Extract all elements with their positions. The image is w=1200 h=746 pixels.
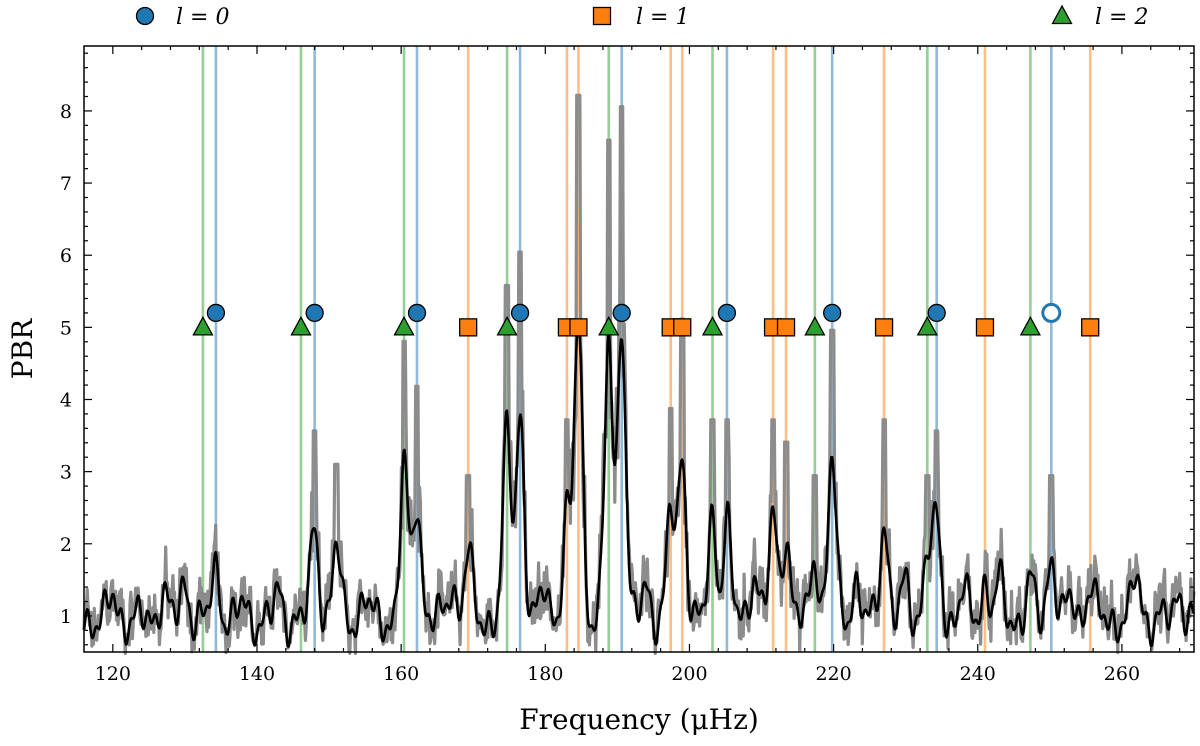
y-tick-label: 2 xyxy=(60,534,72,556)
axis-ticks xyxy=(84,46,1194,652)
x-tick-label: 120 xyxy=(95,663,131,685)
l0-mode-marker xyxy=(510,303,530,323)
l2-mode-marker xyxy=(598,315,620,336)
legend-l2-marker xyxy=(1051,4,1073,25)
y-tick-label: 8 xyxy=(60,101,72,123)
l1-mode-marker xyxy=(874,318,894,337)
x-tick-label: 200 xyxy=(671,663,707,685)
y-tick-label: 1 xyxy=(60,606,72,628)
x-axis-label: Frequency (μHz) xyxy=(519,703,759,736)
l1-mode-marker xyxy=(673,318,692,337)
l1-mode-marker xyxy=(569,318,588,337)
l2-mode-marker xyxy=(1019,315,1041,336)
smoothed-spectrum-line xyxy=(82,321,1196,648)
y-tick-label: 3 xyxy=(60,462,72,484)
l2-mode-marker xyxy=(290,315,312,336)
l0-mode-marker xyxy=(1041,302,1062,323)
x-tick-label: 260 xyxy=(1104,663,1140,685)
y-tick-label: 7 xyxy=(60,173,72,195)
l0-mode-marker xyxy=(305,303,324,323)
smoothed-spectrum xyxy=(82,321,1196,648)
x-tick-label: 180 xyxy=(527,663,563,685)
l2-mode-marker xyxy=(192,315,214,336)
l1-mode-marker xyxy=(776,318,796,337)
legend: l = 0 l = 1 l = 2 xyxy=(135,4,1148,30)
l2-mode-marker xyxy=(916,315,938,336)
l1-mode-marker xyxy=(975,318,995,337)
l2-mode-marker xyxy=(393,315,415,336)
x-tick-label: 220 xyxy=(815,663,851,685)
l0-mode-marker xyxy=(927,303,946,323)
y-tick-labels: 1 2 3 4 5 6 7 8 xyxy=(60,101,72,628)
l2-mode-marker xyxy=(804,315,826,336)
plot-frame xyxy=(83,45,1195,653)
x-tick-label: 240 xyxy=(960,663,996,685)
l0-mode-marker xyxy=(717,303,737,323)
l0-mode-marker xyxy=(407,303,427,323)
mode-markers xyxy=(192,302,1100,337)
x-tick-label: 140 xyxy=(239,663,275,685)
y-axis-label: PBR xyxy=(6,318,39,379)
l0-mode-marker xyxy=(206,303,226,323)
l2-mode-marker xyxy=(496,315,518,336)
l1-mode-marker xyxy=(459,318,478,337)
legend-l1-marker xyxy=(592,6,612,26)
l0-mode-marker xyxy=(612,303,631,323)
raw-spectrum xyxy=(82,93,1196,655)
legend-l0-marker xyxy=(135,6,155,26)
mode-lines xyxy=(201,46,1092,652)
legend-label: l = 2 xyxy=(1095,5,1148,30)
raw-spectrum-line xyxy=(82,93,1196,655)
x-tick-label: 160 xyxy=(383,663,419,685)
x-tick-labels: 120 140 160 180 200 220 240 260 xyxy=(95,663,1140,685)
y-tick-label: 5 xyxy=(60,317,72,339)
y-tick-label: 4 xyxy=(60,390,72,412)
l0-mode-marker xyxy=(823,303,842,323)
y-tick-label: 6 xyxy=(60,245,72,267)
legend-label: l = 1 xyxy=(636,5,689,30)
l2-mode-marker xyxy=(701,315,724,336)
l1-mode-marker xyxy=(1081,318,1100,337)
legend-label: l = 0 xyxy=(176,5,229,30)
